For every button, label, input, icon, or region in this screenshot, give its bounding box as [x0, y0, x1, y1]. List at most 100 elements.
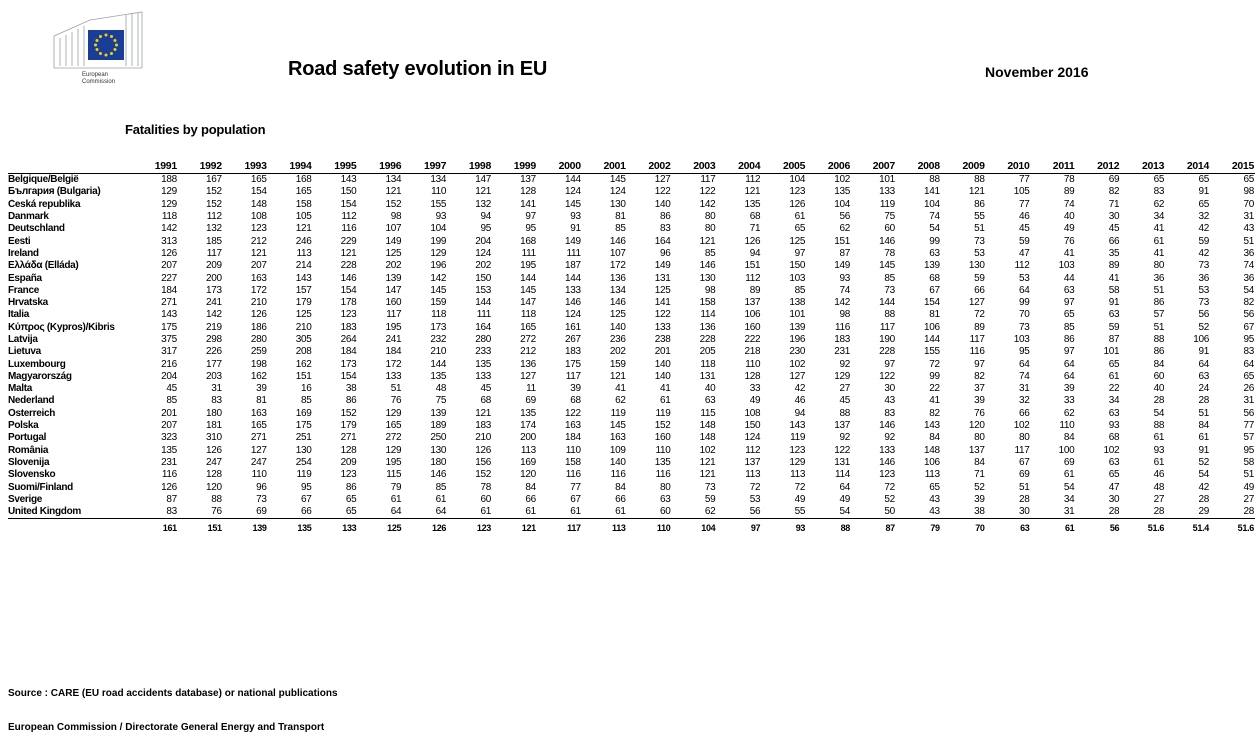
- table-row: Italia 143 142 126 125 123 117 118 111 118 124 125 1…: [8, 309, 1255, 321]
- table-row: Deutschland 142 132 123 121 116 107 104 95 95 91 85…: [8, 223, 1255, 235]
- table-cell: 129: [161, 186, 177, 198]
- table-cell: 65: [345, 493, 357, 505]
- table-cell: 141: [654, 297, 671, 309]
- page-title: Road safety evolution in EU: [288, 58, 548, 80]
- table-row: Nederland 85 83 81 85 86 76 75 68 69 68 62 61 63 49 46 4…: [8, 395, 1255, 407]
- table-cell: 65: [1108, 469, 1120, 481]
- table-cell: 50: [884, 506, 895, 518]
- table-cell: 152: [205, 186, 222, 198]
- table-cell: 68: [480, 395, 491, 407]
- table-cell: 231: [161, 456, 177, 468]
- table-cell: 95: [300, 481, 312, 493]
- country-name: Eesti: [8, 235, 31, 247]
- table-cell: 62: [1153, 198, 1165, 210]
- table-cell: 30: [1018, 506, 1030, 518]
- table-cell: 121: [968, 186, 985, 198]
- table-cell: 107: [385, 223, 402, 235]
- table-cell: 180: [430, 456, 447, 468]
- country-name: France: [8, 284, 39, 296]
- country-name: Danmark: [8, 211, 49, 223]
- table-cell: 129: [385, 444, 402, 456]
- logo-caption: European Commission: [82, 72, 115, 86]
- table-cell: 53: [1018, 272, 1030, 284]
- year-header: 2014: [1165, 159, 1210, 174]
- table-cell: 227: [161, 272, 177, 284]
- country-name: Hrvatska: [8, 297, 48, 309]
- table-cell: 123: [340, 309, 357, 321]
- table-row: Danmark 118 112 108 105 112 98 93 94 97 93 81 86 80 68…: [8, 211, 1255, 223]
- table-cell: 67: [570, 493, 581, 505]
- country-name: Ireland: [8, 247, 39, 259]
- table-cell: 82: [1243, 297, 1254, 309]
- table-cell: 51: [1243, 235, 1254, 247]
- table-cell: 54: [1063, 481, 1075, 493]
- table-cell: 146: [609, 235, 626, 247]
- country-name: Sverige: [8, 493, 43, 505]
- table-cell: 136: [609, 272, 626, 284]
- table-cell: 229: [340, 235, 357, 247]
- table-cell: 61: [615, 506, 626, 518]
- table-cell: 117: [700, 174, 716, 186]
- table-cell: 121: [699, 235, 716, 247]
- table-cell: 121: [475, 407, 491, 419]
- table-cell: 84: [1153, 358, 1165, 370]
- table-cell: 121: [744, 186, 761, 198]
- table-cell: 85: [794, 284, 806, 296]
- table-cell: 80: [704, 223, 716, 235]
- table-cell: 143: [789, 420, 806, 432]
- table-cell: 85: [884, 272, 895, 284]
- table-cell: 122: [654, 309, 671, 321]
- table-cell: 209: [340, 456, 357, 468]
- table-cell: 72: [749, 481, 761, 493]
- table-cell: 102: [1103, 444, 1120, 456]
- average-cell: 125: [357, 518, 403, 535]
- table-cell: 163: [250, 407, 267, 419]
- table-cell: 82: [929, 407, 940, 419]
- year-header: 2004: [716, 159, 762, 174]
- table-row: Magyarország 204 203 162 151 154 133 135 133 127 1…: [8, 371, 1255, 383]
- year-header: 2009: [940, 159, 986, 174]
- table-cell: 142: [834, 297, 850, 309]
- average-cell: 51.6: [1210, 518, 1255, 535]
- table-cell: 157: [295, 284, 312, 296]
- table-cell: 136: [699, 321, 716, 333]
- average-cell: 93: [761, 518, 807, 535]
- table-cell: 110: [251, 469, 267, 481]
- table-cell: 103: [1013, 334, 1030, 345]
- country-name: Česká republika: [8, 198, 81, 210]
- average-cell: 88: [806, 518, 851, 535]
- table-cell: 183: [564, 346, 581, 358]
- table-cell: 42: [794, 383, 806, 395]
- table-cell: 88: [974, 174, 985, 186]
- table-cell: 83: [659, 223, 671, 235]
- table-cell: 152: [385, 198, 402, 210]
- table-row: Luxembourg 216 177 198 162 173 172 144 135 136 175…: [8, 358, 1255, 370]
- country-name: România: [8, 444, 49, 456]
- table-cell: 140: [654, 370, 671, 382]
- year-header: 2007: [851, 159, 896, 174]
- table-cell: 130: [609, 198, 626, 210]
- table-cell: 152: [475, 469, 491, 481]
- table-cell: 114: [834, 469, 850, 481]
- table-row: Eesti 313 185 212 246 229 149 199 204 168 149 146 16…: [8, 235, 1255, 247]
- table-cell: 112: [745, 272, 761, 284]
- table-cell: 219: [205, 321, 222, 333]
- table-cell: 92: [839, 432, 850, 444]
- table-cell: 199: [430, 235, 447, 247]
- year-header: 1999: [492, 159, 537, 174]
- table-cell: 35: [1108, 247, 1120, 259]
- table-cell: 123: [250, 223, 267, 235]
- table-cell: 152: [340, 407, 357, 419]
- table-cell: 212: [520, 346, 536, 358]
- table-cell: 48: [1153, 481, 1165, 493]
- table-cell: 207: [250, 260, 267, 272]
- table-cell: 39: [974, 493, 985, 505]
- table-cell: 122: [654, 186, 671, 198]
- table-cell: 58: [1243, 456, 1254, 468]
- table-cell: 158: [295, 198, 312, 210]
- table-cell: 172: [609, 260, 626, 272]
- table-cell: 91: [1198, 186, 1209, 198]
- average-cell: 61: [1030, 518, 1076, 535]
- table-cell: 122: [834, 444, 850, 456]
- country-name: Nederland: [8, 395, 55, 407]
